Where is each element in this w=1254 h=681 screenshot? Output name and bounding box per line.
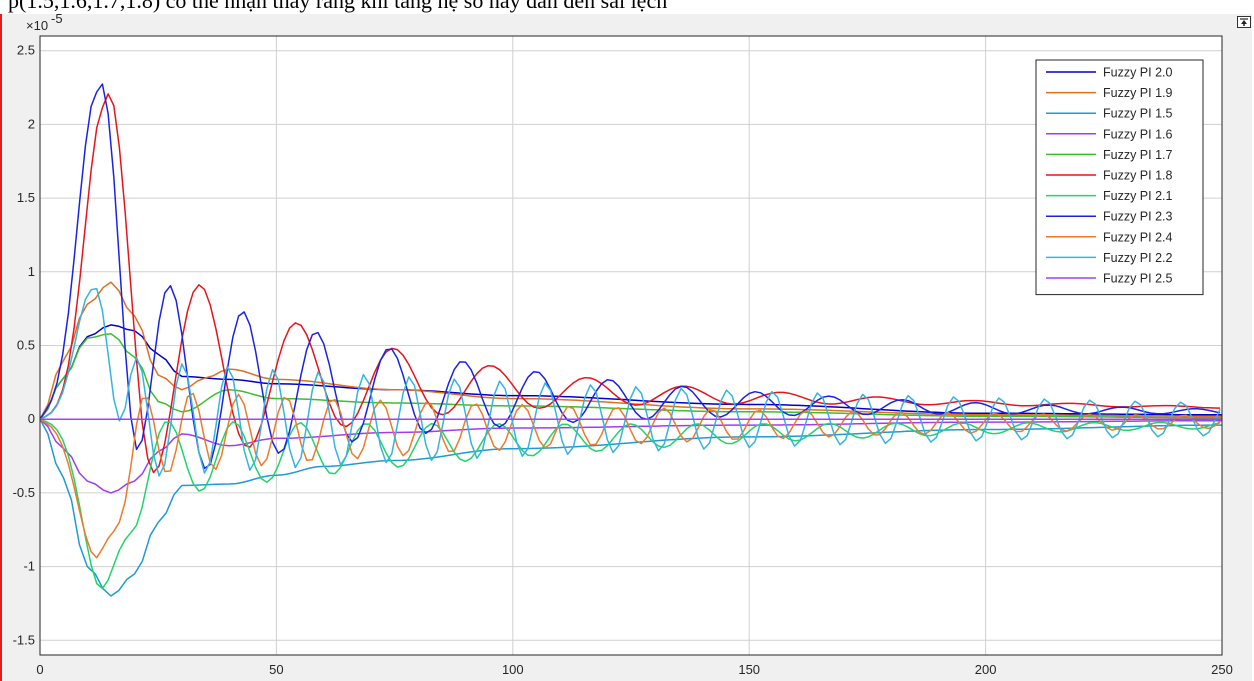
legend-box (1035, 59, 1204, 296)
legend-label: Fuzzy PI 1.9 (1103, 86, 1173, 100)
figure-window: 0 50 100 150 200 250 -1.5 -1 -0.5 0 0.5 1 1.5 2 2.5 ×1… (2, 14, 1252, 681)
axes-box (39, 35, 1223, 656)
undock-button[interactable] (1237, 16, 1251, 28)
series-line-0 (39, 324, 1222, 420)
y-tick-label: -0.5 (13, 485, 35, 500)
x-tick-label: 150 (738, 662, 760, 677)
window-edge-border (0, 14, 2, 681)
y-tick-label: 2 (28, 116, 35, 131)
legend-label: Fuzzy PI 2.2 (1103, 251, 1173, 265)
y-tick-label: -1 (23, 559, 35, 574)
legend-label: Fuzzy PI 1.6 (1103, 127, 1173, 141)
x-tick-label: 50 (269, 662, 283, 677)
undock-icon (1240, 18, 1248, 26)
series-line-7 (39, 83, 1221, 470)
axis-exponent: ×10 -5 (26, 14, 63, 33)
x-tick-label: 200 (975, 662, 997, 677)
legend-label: Fuzzy PI 1.8 (1103, 169, 1173, 183)
axes-frame (39, 35, 1223, 656)
x-tick-label: 100 (502, 662, 524, 677)
legend[interactable]: Fuzzy PI 2.0 Fuzzy PI 1.9 Fuzzy PI 1.5 Fuzz… (1035, 59, 1204, 296)
y-tick-label: 1 (28, 264, 35, 279)
document-text-fragment: p(1.5,1.6,1.7,1.8) có thể nhận thấy rằng… (8, 0, 668, 13)
series-line-3 (39, 418, 1222, 494)
document-top-strip: p(1.5,1.6,1.7,1.8) có thể nhận thấy rằng… (0, 0, 1254, 14)
y-exponent-base: ×10 (26, 18, 48, 33)
legend-label: Fuzzy PI 1.7 (1103, 148, 1173, 162)
legend-label: Fuzzy PI 2.4 (1103, 230, 1173, 244)
legend-label: Fuzzy PI 2.1 (1103, 189, 1173, 203)
y-tick-label: 2.5 (17, 43, 35, 58)
series-line-6 (39, 418, 1221, 590)
y-tick-label: -1.5 (13, 632, 35, 647)
line-chart: 0 50 100 150 200 250 -1.5 -1 -0.5 0 0.5 1 1.5 2 2.5 ×1… (13, 14, 1233, 677)
y-tick-label: 0 (28, 411, 35, 426)
y-tick-label: 0.5 (17, 338, 35, 353)
x-tick-label: 0 (36, 662, 43, 677)
y-tick-label: 1.5 (17, 190, 35, 205)
legend-label: Fuzzy PI 2.3 (1103, 210, 1173, 224)
y-exponent-power: -5 (51, 14, 63, 26)
series-line-1 (39, 281, 1222, 420)
series-line-4 (39, 332, 1222, 420)
tick-labels: 0 50 100 150 200 250 -1.5 -1 -0.5 0 0.5 1 1.5 2 2.5 (13, 43, 1233, 677)
series-line-9 (39, 287, 1221, 477)
legend-label: Fuzzy PI 2.0 (1103, 66, 1173, 80)
legend-label: Fuzzy PI 1.5 (1103, 107, 1173, 121)
series-lines (39, 83, 1222, 597)
legend-label: Fuzzy PI 2.5 (1103, 272, 1173, 286)
x-tick-label: 250 (1211, 662, 1233, 677)
